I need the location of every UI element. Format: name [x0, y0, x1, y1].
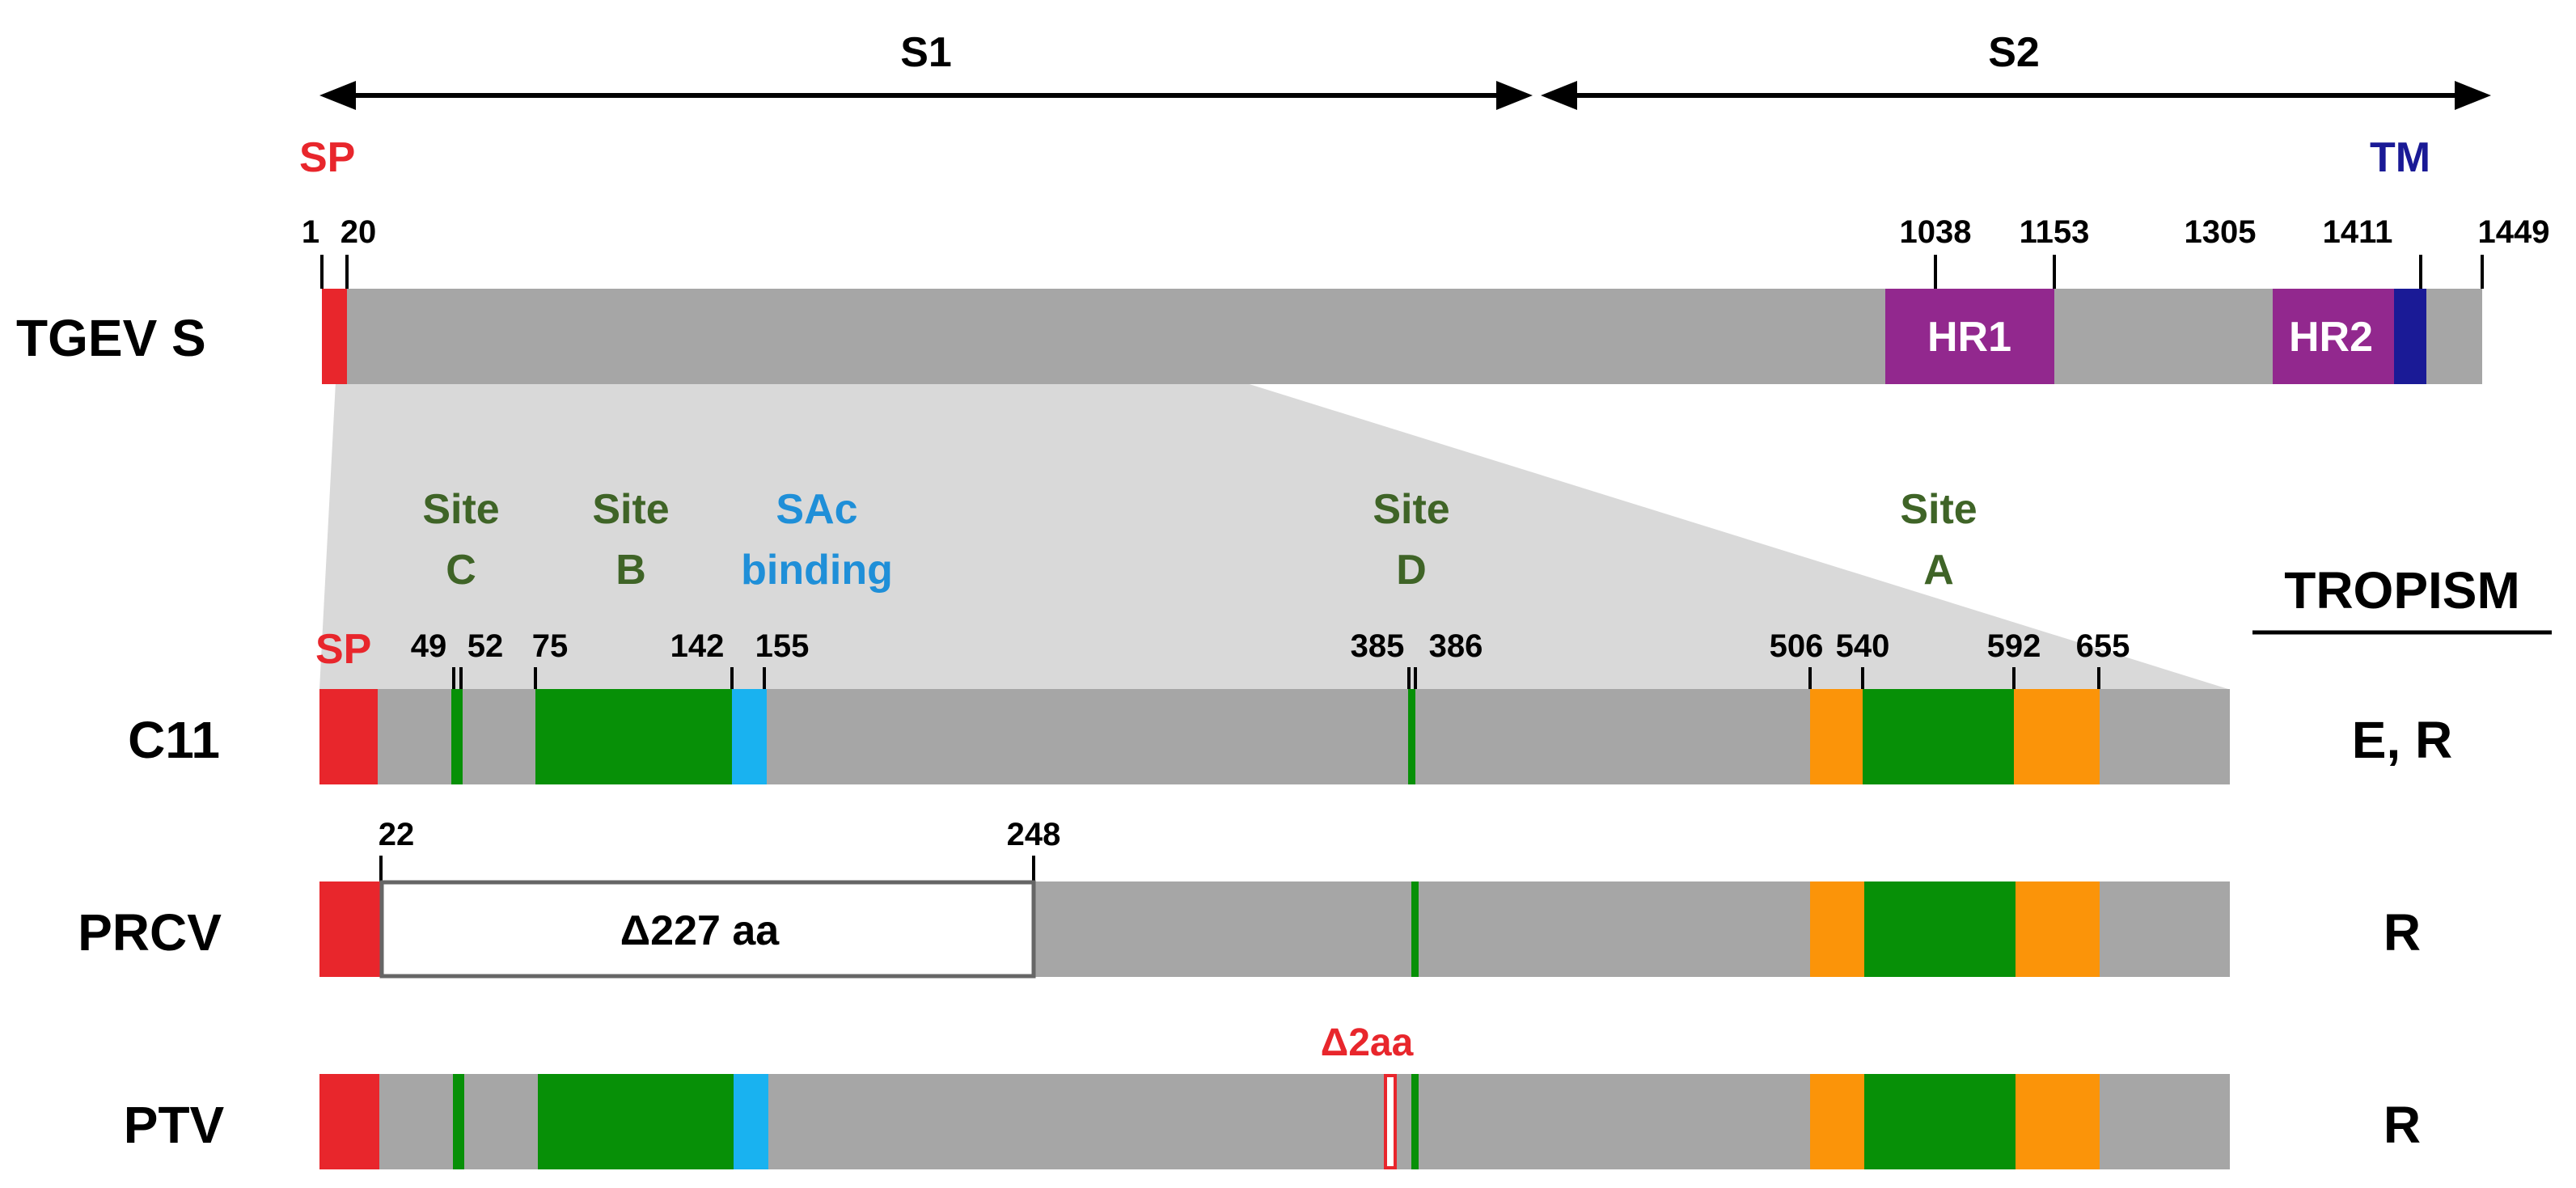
tropism-header: TROPISM	[2284, 561, 2520, 619]
c11-tick-506: 506	[1770, 628, 1824, 664]
tgev-bar	[322, 289, 2482, 384]
site-d-line1: Site	[1373, 486, 1449, 533]
ptv-sac-binding	[734, 1074, 768, 1169]
c11-site-b	[535, 689, 732, 784]
prcv-deletion-label: Δ227 aa	[620, 907, 780, 954]
prcv-sp-segment	[319, 881, 381, 977]
region-arrows: S1 S2	[319, 29, 2491, 110]
site-b-line1: Site	[592, 486, 669, 533]
c11-tick-49: 49	[411, 628, 447, 664]
c11-tick-75: 75	[532, 628, 569, 664]
c11-site-c	[451, 689, 463, 784]
c11-tick-142: 142	[670, 628, 725, 664]
ptv-deletion-marker	[1384, 1074, 1397, 1169]
prcv-tick-22: 22	[379, 817, 415, 852]
c11-row-label: C11	[128, 711, 220, 769]
site-c-line2: C	[446, 547, 476, 594]
sac-line1: SAc	[776, 486, 857, 533]
c11-tick-592: 592	[1987, 628, 2041, 664]
c11-sp-label: SP	[315, 626, 371, 673]
c11-site-d	[1408, 689, 1415, 784]
prcv-site-a	[1864, 881, 2016, 977]
ptv-tropism: R	[2384, 1096, 2421, 1154]
ptv-site-b	[538, 1074, 734, 1169]
tgev-tick-1449: 1449	[2478, 214, 2550, 250]
site-c-line1: Site	[422, 486, 499, 533]
prcv-row: 22 248 Δ227 aa PRCV R	[78, 817, 2421, 979]
ptv-sp-segment	[319, 1074, 379, 1169]
prcv-deletion-box	[379, 880, 1036, 979]
zoom-region	[319, 382, 2228, 689]
hr1-label: HR1	[1927, 314, 2011, 361]
tgev-tick-20: 20	[341, 214, 377, 250]
sac-line2: binding	[741, 547, 893, 594]
site-b-line2: B	[615, 547, 646, 594]
tgev-tick-1411: 1411	[2323, 214, 2393, 250]
tgev-tm-label: TM	[2370, 134, 2430, 181]
tgev-tick-1038: 1038	[1900, 214, 1972, 250]
ptv-row: Δ2aa PTV R	[124, 1021, 2421, 1169]
ptv-site-c	[453, 1074, 464, 1169]
c11-sp-segment	[319, 689, 378, 784]
site-a-line2: A	[1923, 547, 1954, 594]
c11-tick-540: 540	[1836, 628, 1890, 664]
c11-sac-binding	[732, 689, 767, 784]
hr2-label: HR2	[2289, 314, 2373, 361]
tgev-tick-1153: 1153	[2020, 214, 2090, 250]
site-labels: Site C Site B SAc binding Site D Site A	[422, 486, 1977, 594]
s1-label: S1	[900, 29, 952, 76]
c11-tick-385: 385	[1351, 628, 1405, 664]
s2-label: S2	[1988, 29, 2040, 76]
c11-tick-155: 155	[755, 628, 810, 664]
c11-tick-655: 655	[2076, 628, 2130, 664]
tgev-sp-segment	[322, 289, 347, 384]
ptv-deletion-label: Δ2aa	[1321, 1021, 1414, 1064]
prcv-tropism: R	[2384, 903, 2421, 962]
hr1-domain	[1885, 289, 2054, 384]
ptv-site-d	[1411, 1074, 1419, 1169]
site-d-line2: D	[1396, 547, 1427, 594]
tgev-row-label: TGEV S	[16, 309, 206, 367]
tgev-tick-1305: 1305	[2185, 214, 2257, 250]
c11-tick-386: 386	[1429, 628, 1483, 664]
c11-tick-52: 52	[467, 628, 504, 664]
tgev-tick-1: 1	[302, 214, 319, 250]
ptv-site-a	[1864, 1074, 2016, 1169]
prcv-row-label: PRCV	[78, 903, 222, 962]
tm-domain	[2394, 289, 2426, 384]
prcv-site-d	[1411, 881, 1419, 977]
ptv-row-label: PTV	[124, 1096, 225, 1154]
site-a-line1: Site	[1900, 486, 1977, 533]
c11-site-a	[1863, 689, 2014, 784]
tgev-sp-label: SP	[299, 134, 355, 181]
tgev-s-row: SP TM 1 20 1038 1153 1305 1411 1449 HR1 …	[16, 134, 2549, 384]
hr2-domain	[2273, 289, 2394, 384]
prcv-tick-248: 248	[1007, 817, 1061, 852]
c11-row: SP 49 52 75 142 155 385 386 506 540 592 …	[128, 626, 2452, 784]
c11-tropism: E, R	[2352, 711, 2452, 769]
